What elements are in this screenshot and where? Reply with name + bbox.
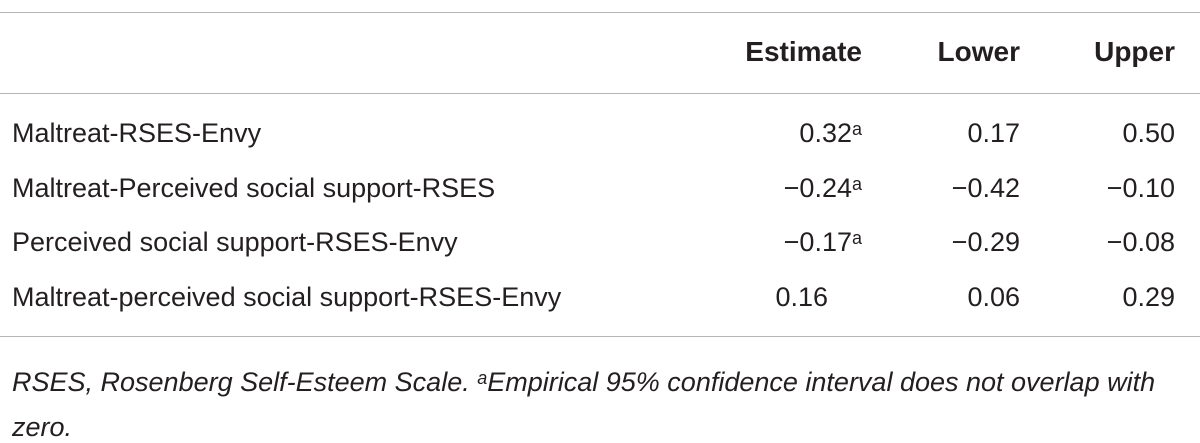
footnote-marker: a <box>477 368 488 388</box>
upper-cell: 0.29 <box>1122 282 1175 313</box>
estimate-value: 0.16 <box>775 282 828 313</box>
lower-cell: −0.42 <box>951 172 1020 203</box>
estimate-value: −0.24 <box>783 172 852 203</box>
footnote-text: RSES, Rosenberg Self-Esteem Scale. <box>12 367 470 397</box>
lower-cell: −0.29 <box>951 227 1020 258</box>
estimate-note: a <box>851 173 862 194</box>
estimate-note: a <box>851 119 862 139</box>
top-rule <box>0 12 1200 13</box>
row-label: Maltreat-RSES-Envy <box>12 118 262 148</box>
upper-cell: −0.08 <box>1106 227 1175 258</box>
lower-cell: 0.06 <box>967 282 1020 313</box>
upper-cell: 0.50 <box>1122 118 1175 148</box>
estimate-value: −0.17 <box>783 227 852 258</box>
footnote-text: Empirical 95% confidence interval does n… <box>12 367 1156 442</box>
row-label: Maltreat-perceived social support-RSES-E… <box>12 282 562 313</box>
estimate-value: 0.32 <box>799 118 852 148</box>
row-label: Maltreat-Perceived social support-RSES <box>12 172 496 203</box>
header-rule <box>0 93 1200 94</box>
estimate-cell: −0.24a <box>784 172 862 204</box>
header-cell: Estimate <box>745 36 862 67</box>
row-label: Perceived social support-RSES-Envy <box>12 227 458 258</box>
estimate-cell: 0.16 <box>775 281 862 313</box>
lower-cell: 0.17 <box>967 118 1020 148</box>
header-cell: Lower <box>937 36 1020 67</box>
header-cell: Upper <box>1094 36 1175 67</box>
upper-cell: −0.10 <box>1106 172 1175 203</box>
estimate-note: a <box>851 228 862 249</box>
estimate-cell: 0.32a <box>799 117 862 149</box>
footnote: RSES, Rosenberg Self-Esteem Scale. aEmpi… <box>12 360 1172 443</box>
estimate-cell: −0.17a <box>784 226 862 258</box>
bottom-rule <box>0 336 1200 337</box>
